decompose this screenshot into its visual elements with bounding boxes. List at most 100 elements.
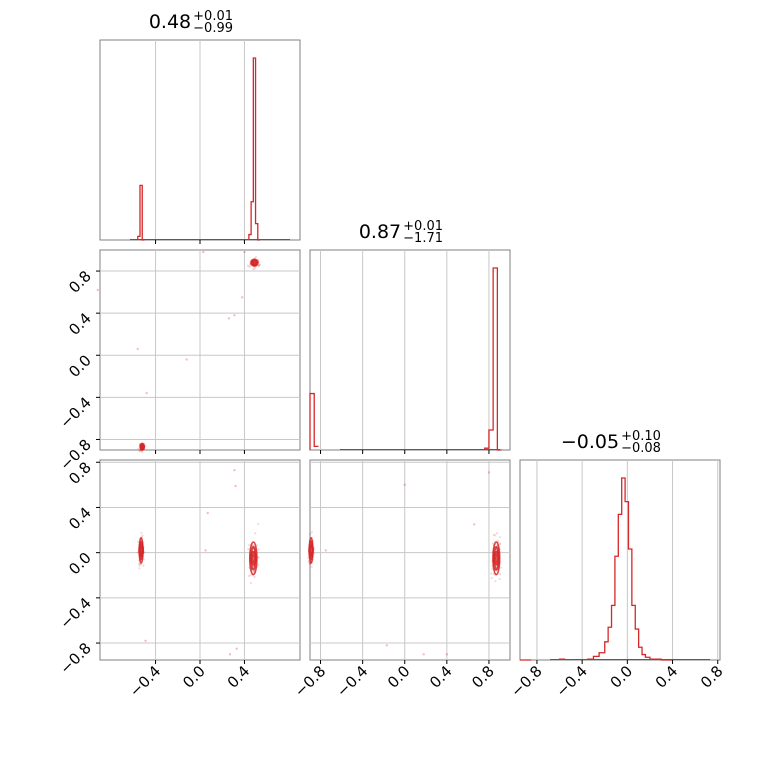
- histogram-panel-1: 0.87 +0.01−1.71: [309, 219, 511, 454]
- scatter-point: [258, 263, 261, 266]
- scatter-point: [499, 542, 502, 545]
- scatter-point: [257, 563, 260, 566]
- outlier-point: [233, 468, 236, 472]
- y-tick-label: 0.4: [65, 309, 95, 339]
- title-error-minus: −0.08: [621, 441, 661, 456]
- density-contour: [493, 550, 500, 566]
- joint-panel-p1_vs_p0: −0.8−0.40.00.40.8: [56, 249, 301, 474]
- scatter-point: [138, 567, 141, 570]
- scatter-point: [494, 534, 497, 537]
- scatter-point: [257, 264, 260, 267]
- outlier-point: [241, 296, 244, 299]
- density-contour: [251, 259, 258, 267]
- x-tick-label: 0.4: [224, 662, 254, 692]
- x-tick-label: 0.0: [384, 662, 414, 692]
- scatter-point: [248, 543, 251, 547]
- density-contour: [248, 541, 258, 576]
- histogram-step-line: [137, 57, 260, 241]
- title-value: −0.05: [561, 431, 619, 453]
- scatter-point: [248, 265, 251, 269]
- scatter-point: [142, 564, 145, 567]
- scatter-point: [495, 532, 498, 535]
- joint-panel-p2_vs_p1: −0.8 −0.4 0.0 0.4 0.8: [291, 459, 511, 701]
- outlier-point: [233, 314, 236, 317]
- outlier-point: [227, 317, 231, 320]
- scatter-point: [249, 581, 253, 585]
- scatter-point: [246, 264, 250, 267]
- title-error-plus: +0.01: [403, 219, 443, 234]
- histogram-panel-1-frame: [309, 249, 511, 451]
- scatter-point: [499, 573, 502, 576]
- scatter-point: [254, 255, 258, 258]
- x-tick-label: 0.4: [652, 662, 682, 692]
- scatter-point: [257, 522, 260, 525]
- x-tick-label: 0.8: [468, 662, 498, 692]
- scatter-point: [137, 540, 140, 543]
- scatter-point: [490, 576, 493, 580]
- outlier-point: [202, 250, 205, 254]
- joint-panel-p2_vs_p1-frame: [309, 459, 511, 661]
- scatter-point: [499, 566, 503, 569]
- scatter-point: [141, 450, 144, 453]
- outlier-point: [243, 250, 246, 254]
- y-tick-label: −0.8: [56, 639, 94, 677]
- scatter-point: [140, 531, 143, 534]
- outlier-point: [136, 347, 139, 351]
- outlier-point: [385, 644, 389, 647]
- outlier-point: [204, 549, 207, 552]
- y-tick-label: 0.0: [65, 549, 95, 579]
- outlier-point: [185, 358, 188, 361]
- scatter-point: [136, 551, 139, 554]
- scatter-point: [143, 551, 146, 554]
- outlier-point: [234, 484, 237, 488]
- outlier-point: [235, 647, 238, 650]
- histogram-step-line: [309, 267, 502, 451]
- density-contour: [308, 544, 314, 557]
- scatter-point: [253, 267, 256, 270]
- y-tick-label: −0.4: [56, 594, 94, 632]
- outlier-point: [145, 391, 148, 395]
- y-tick-label: 0.0: [65, 351, 95, 381]
- histogram-step-line: [520, 477, 673, 661]
- scatter-point: [247, 574, 251, 578]
- x-tick-label: −0.4: [333, 662, 371, 700]
- scatter-point: [310, 565, 313, 569]
- x-tick-label: 0.0: [179, 662, 209, 692]
- outlier-point: [422, 653, 425, 656]
- scatter-point: [496, 539, 499, 542]
- scatter-point: [254, 532, 257, 535]
- x-tick-label: −0.8: [507, 662, 545, 700]
- outlier-point: [403, 483, 406, 487]
- scatter-point: [253, 575, 256, 579]
- x-tick-label: −0.4: [126, 662, 164, 700]
- scatter-point: [257, 548, 260, 551]
- scatter-point: [249, 573, 252, 576]
- x-tick-label: 0.8: [697, 662, 727, 692]
- title-value: 0.87: [359, 221, 401, 243]
- title-error-minus: −0.99: [193, 21, 233, 36]
- title-error-minus: −1.71: [403, 231, 443, 246]
- scatter-point: [258, 263, 261, 266]
- histogram-panel-2: −0.8 −0.4 0.0 0.4 0.8 −0.05 +0.10−0.08: [507, 429, 726, 701]
- outlier-point: [144, 639, 147, 642]
- histogram-panel-2-frame: [519, 459, 721, 661]
- scatter-point: [257, 264, 260, 268]
- x-tick-label: 0.0: [607, 662, 637, 692]
- scatter-point: [310, 531, 313, 534]
- scatter-point: [490, 572, 493, 575]
- scatter-point: [247, 548, 250, 551]
- scatter-point: [309, 533, 312, 536]
- outlier-point: [206, 511, 209, 515]
- scatter-point: [499, 536, 502, 539]
- y-tick-label: 0.4: [65, 504, 95, 534]
- outlier-point: [445, 653, 449, 656]
- y-tick-label: −0.4: [56, 393, 94, 431]
- title-error-plus: +0.10: [621, 429, 661, 444]
- scatter-point: [137, 447, 140, 450]
- density-contour: [139, 443, 146, 451]
- scatter-point: [498, 542, 501, 546]
- density-contour: [138, 544, 145, 557]
- scatter-point: [137, 562, 141, 565]
- scatter-point: [249, 264, 252, 267]
- title-value: 0.48: [149, 11, 191, 33]
